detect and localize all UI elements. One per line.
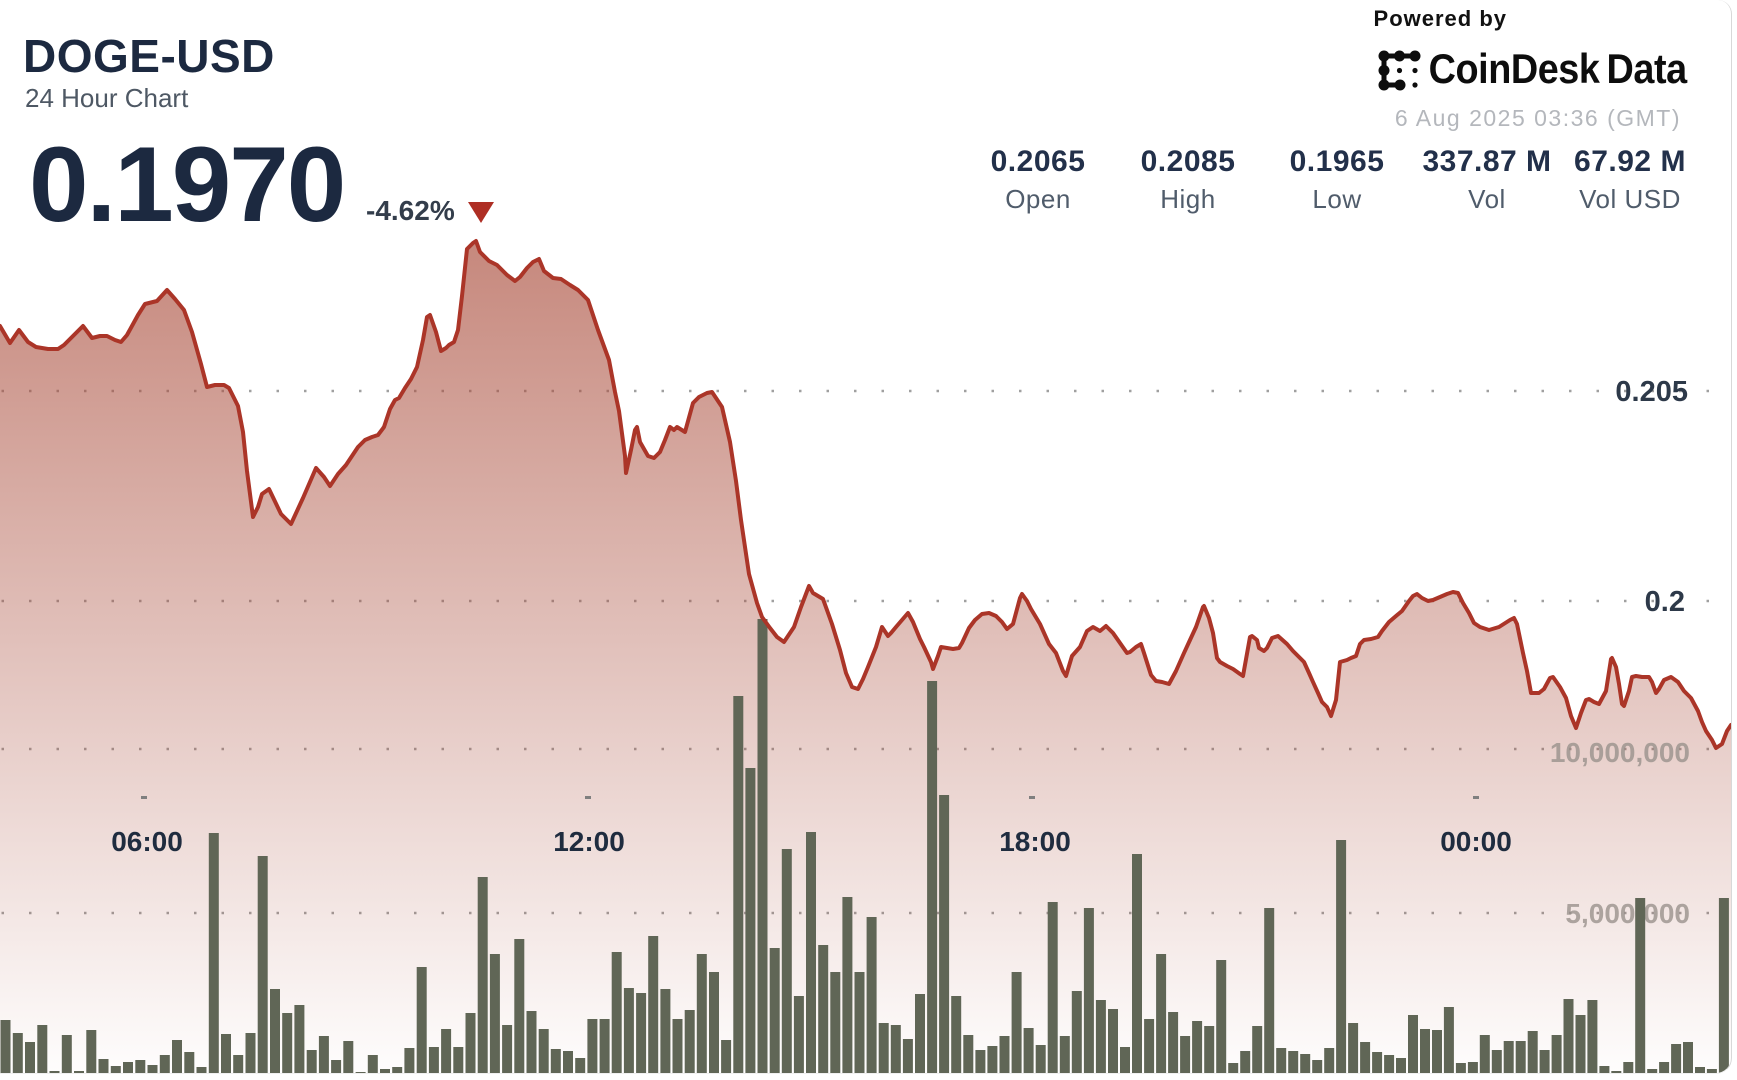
- svg-text:0.2: 0.2: [1645, 586, 1685, 618]
- svg-text:5,000,000: 5,000,000: [1565, 898, 1690, 929]
- svg-text:06:00: 06:00: [111, 826, 183, 857]
- svg-text:0.205: 0.205: [1615, 376, 1688, 408]
- svg-text:00:00: 00:00: [1440, 826, 1512, 857]
- svg-text:12:00: 12:00: [553, 826, 625, 857]
- svg-text:18:00: 18:00: [999, 826, 1071, 857]
- svg-text:10,000,000: 10,000,000: [1550, 737, 1690, 768]
